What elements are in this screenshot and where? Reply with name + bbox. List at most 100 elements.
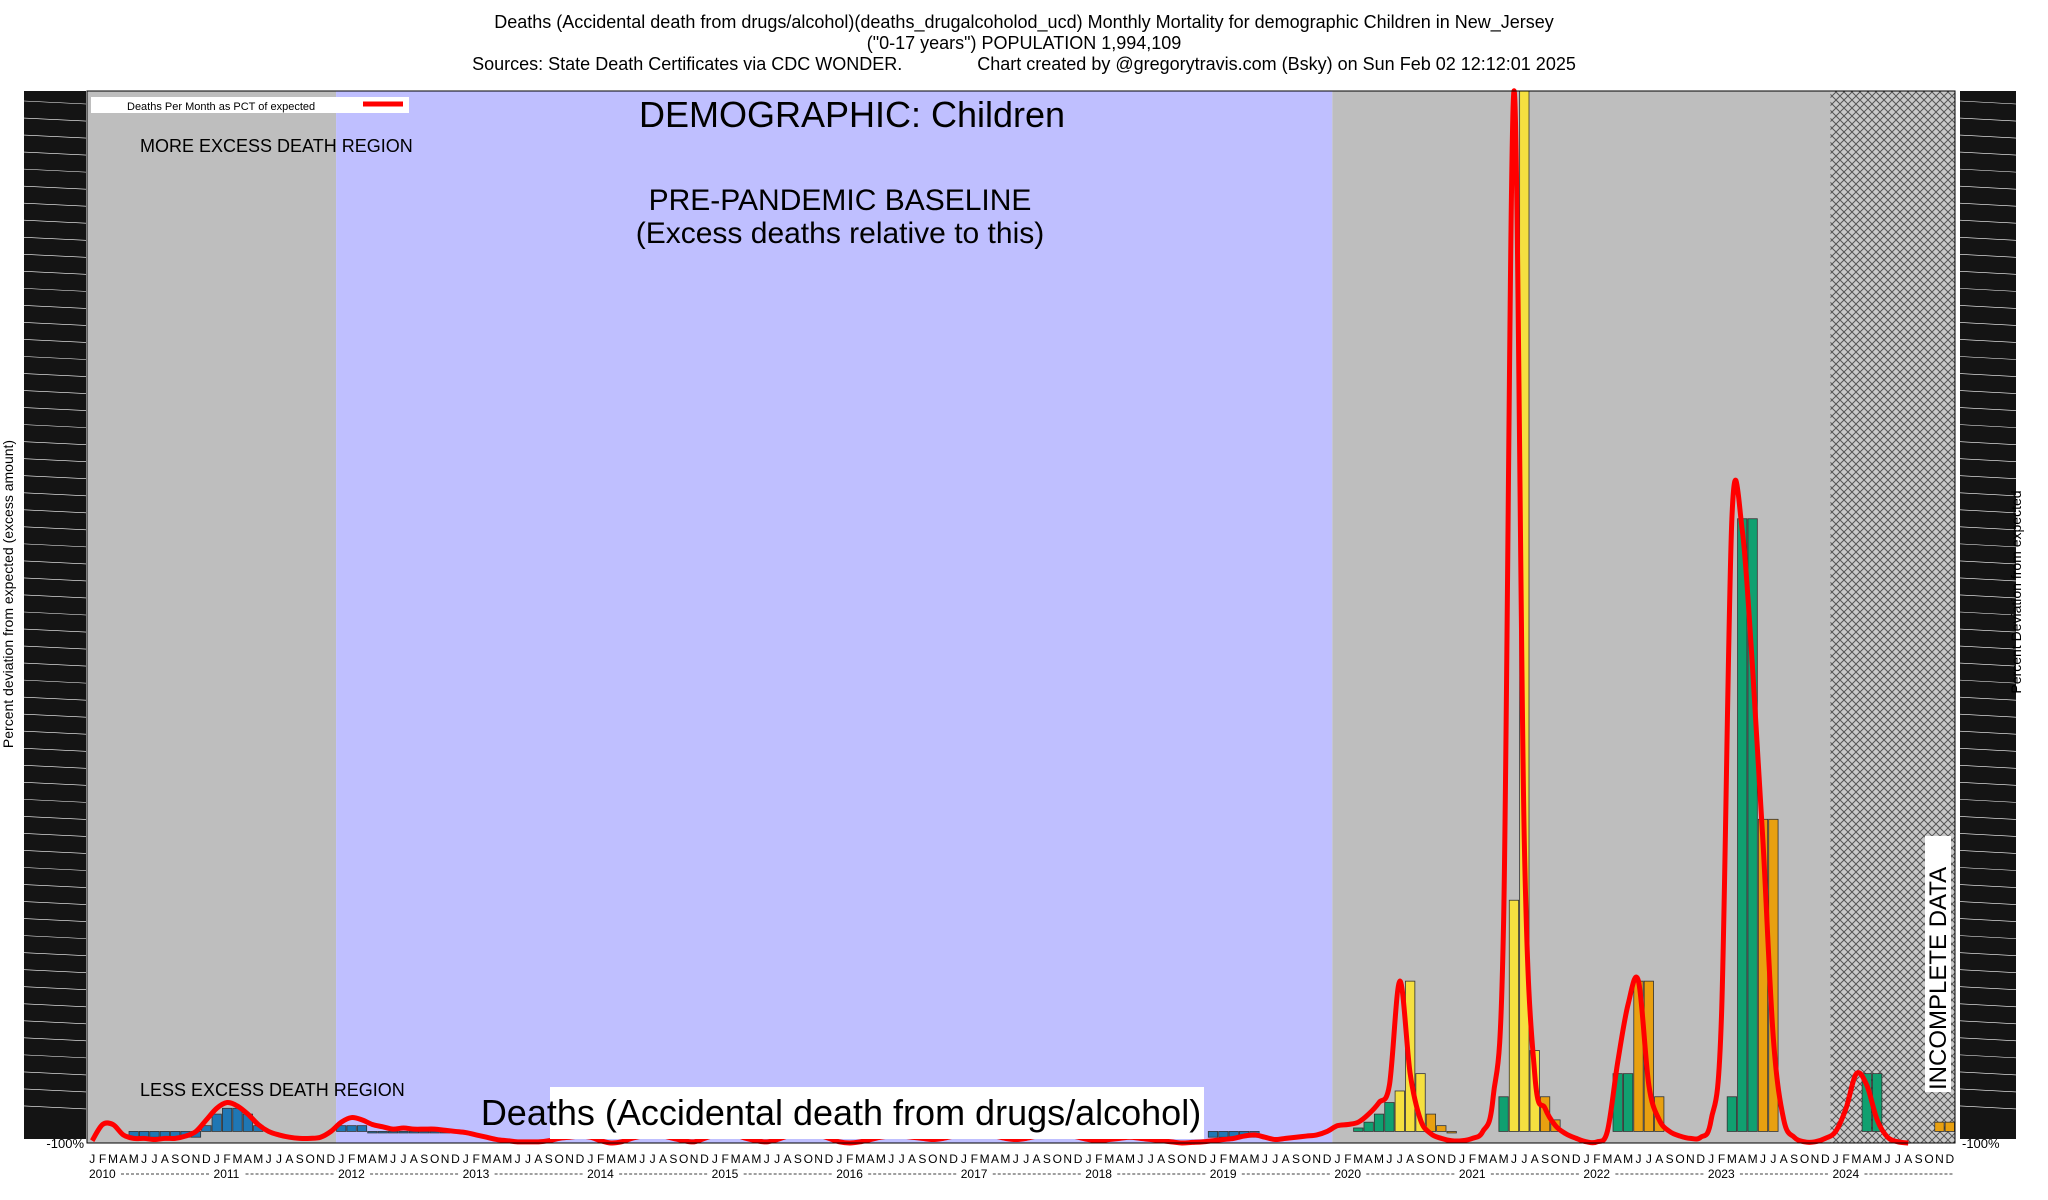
less-excess-label: LESS EXCESS DEATH REGION: [140, 1080, 405, 1100]
month-label: D: [576, 1152, 585, 1166]
left-tick: [23, 765, 87, 769]
right-tick: [1959, 577, 2017, 582]
bottom-banner-label: Deaths (Accidental death from drugs/alco…: [481, 1092, 1201, 1133]
month-label: N: [1935, 1152, 1944, 1166]
left-tick: [23, 390, 87, 394]
right-tick: [1959, 833, 2017, 837]
month-label: J: [1386, 1152, 1392, 1166]
month-label: F: [1344, 1152, 1351, 1166]
month-label: A: [1240, 1152, 1248, 1166]
month-label: J: [836, 1152, 842, 1166]
month-label: O: [928, 1152, 937, 1166]
month-label: N: [939, 1152, 948, 1166]
month-label: J: [1210, 1152, 1216, 1166]
month-label: A: [908, 1152, 916, 1166]
right-tick: [1959, 816, 2017, 820]
month-label: A: [1531, 1152, 1539, 1166]
right-tick: [1959, 492, 2017, 497]
left-tick: [23, 662, 87, 667]
month-label: J: [1770, 1152, 1776, 1166]
right-tick: [1959, 850, 2017, 854]
left-tick: [23, 424, 87, 428]
month-label: M: [1478, 1152, 1488, 1166]
month-label: J: [1272, 1152, 1278, 1166]
month-label: M: [1748, 1152, 1758, 1166]
year-label: 2013: [463, 1167, 490, 1181]
right-tick: [1959, 1088, 2017, 1093]
bar-2020-11: [1436, 1125, 1447, 1132]
right-tick: [1959, 339, 2017, 343]
month-label: J: [888, 1152, 894, 1166]
month-label: N: [1188, 1152, 1197, 1166]
month-label: N: [690, 1152, 699, 1166]
month-label: J: [338, 1152, 344, 1166]
left-tick: [23, 969, 87, 973]
month-label: O: [1675, 1152, 1684, 1166]
right-tick: [1959, 526, 2017, 531]
year-label: 2014: [587, 1167, 614, 1181]
left-tick: [23, 475, 87, 480]
left-tick: [23, 526, 87, 531]
month-label: S: [1666, 1152, 1674, 1166]
month-label: M: [502, 1152, 512, 1166]
month-label: S: [1167, 1152, 1175, 1166]
month-label: F: [597, 1152, 604, 1166]
month-label: D: [1074, 1152, 1083, 1166]
year-label: 2020: [1334, 1167, 1361, 1181]
year-label: 2016: [836, 1167, 863, 1181]
bar-2020-05: [1373, 1113, 1385, 1132]
chart-header: Deaths (Accidental death from drugs/alco…: [0, 12, 2048, 75]
month-label: M: [1125, 1152, 1135, 1166]
bar-2022-05: [1623, 1073, 1634, 1132]
left-tick: [23, 339, 87, 343]
month-label: M: [751, 1152, 761, 1166]
month-label: D: [1572, 1152, 1581, 1166]
month-label: N: [192, 1152, 201, 1166]
month-label: M: [1229, 1152, 1239, 1166]
month-label: D: [1447, 1152, 1456, 1166]
bar-2023-03: [1726, 1096, 1737, 1132]
left-tick: [23, 288, 87, 292]
left-tick: [23, 782, 87, 786]
month-label: A: [285, 1152, 293, 1166]
month-label: J: [151, 1152, 157, 1166]
more-excess-label: MORE EXCESS DEATH REGION: [140, 136, 413, 156]
year-label: 2018: [1085, 1167, 1112, 1181]
right-tick: [1959, 134, 2017, 139]
month-label: A: [1157, 1152, 1165, 1166]
month-label: J: [1148, 1152, 1154, 1166]
right-tick: [1959, 168, 2017, 173]
right-tick: [1959, 696, 2017, 701]
left-tick: [23, 185, 87, 190]
month-label: O: [305, 1152, 314, 1166]
chart-subtitle: ("0-17 years") POPULATION 1,994,109: [866, 33, 1182, 53]
month-label: N: [1811, 1152, 1820, 1166]
left-tick: [23, 168, 87, 173]
left-tick: [23, 271, 87, 275]
left-tick: [23, 543, 87, 548]
month-label: M: [980, 1152, 990, 1166]
month-label: M: [731, 1152, 741, 1166]
month-label: J: [1262, 1152, 1268, 1166]
right-tick: [1959, 219, 2017, 224]
right-tick: [1959, 236, 2017, 241]
left-tick: [23, 816, 87, 820]
left-tick: [23, 560, 87, 565]
year-label: 2010: [89, 1167, 116, 1181]
month-label: M: [253, 1152, 263, 1166]
demographic-label: DEMOGRAPHIC: Children: [639, 94, 1065, 135]
left-tick: [23, 867, 87, 871]
right-tick: [1959, 1003, 2017, 1008]
month-label: M: [232, 1152, 242, 1166]
month-label: N: [1063, 1152, 1072, 1166]
month-label: S: [1790, 1152, 1798, 1166]
month-label: J: [639, 1152, 645, 1166]
right-tick: [1959, 867, 2017, 871]
year-label: 2011: [214, 1167, 240, 1181]
month-label: A: [534, 1152, 542, 1166]
left-tick: [23, 492, 87, 497]
month-label: A: [742, 1152, 750, 1166]
bar-2021-06: [1508, 899, 1520, 1132]
baseline-sublabel: (Excess deaths relative to this): [636, 217, 1045, 250]
month-label: N: [1312, 1152, 1321, 1166]
